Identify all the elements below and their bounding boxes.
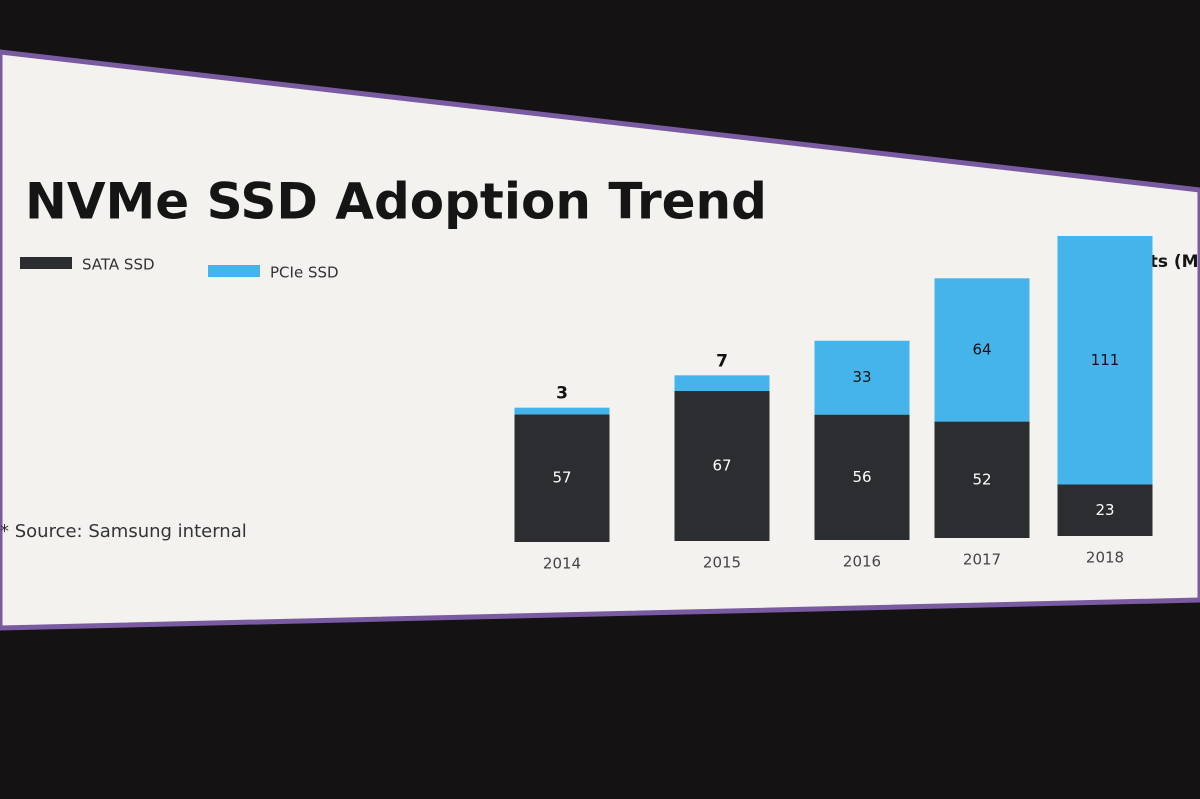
- source-note: * Source: Samsung internal: [0, 521, 247, 542]
- bar-segment: [674, 391, 770, 541]
- x-tick-label: 2015: [703, 554, 741, 572]
- chart-title: NVMe SSD Adoption Trend: [25, 173, 767, 231]
- bar-segment: [814, 340, 910, 415]
- value-label: 111: [1091, 351, 1120, 369]
- bar-segment: [1057, 236, 1153, 485]
- value-label: 3: [556, 384, 568, 404]
- bar-segment: [934, 421, 1030, 538]
- value-label: 52: [972, 470, 991, 488]
- x-tick-label: 2018: [1086, 549, 1124, 567]
- legend-label: SATA SSD: [82, 256, 155, 274]
- bar-segment: [1057, 484, 1153, 536]
- bar-segment: [674, 375, 770, 391]
- bar-segment: [814, 414, 910, 540]
- value-label: 23: [1095, 501, 1114, 519]
- legend-label: PCIe SSD: [270, 264, 339, 282]
- x-tick-label: 2017: [963, 551, 1001, 569]
- value-label: 33: [852, 368, 871, 386]
- bar-segment: [514, 414, 610, 542]
- bar-segment: [934, 278, 1030, 422]
- bar-segment: [514, 407, 610, 415]
- value-label: 64: [972, 340, 991, 358]
- legend-swatch: [208, 265, 260, 277]
- x-tick-label: 2014: [543, 555, 581, 573]
- value-label: 67: [712, 457, 731, 475]
- legend-swatch: [20, 257, 72, 269]
- x-tick-label: 2016: [843, 553, 881, 571]
- value-label: 57: [552, 469, 571, 487]
- value-label: 7: [716, 351, 728, 371]
- value-label: 56: [852, 468, 871, 486]
